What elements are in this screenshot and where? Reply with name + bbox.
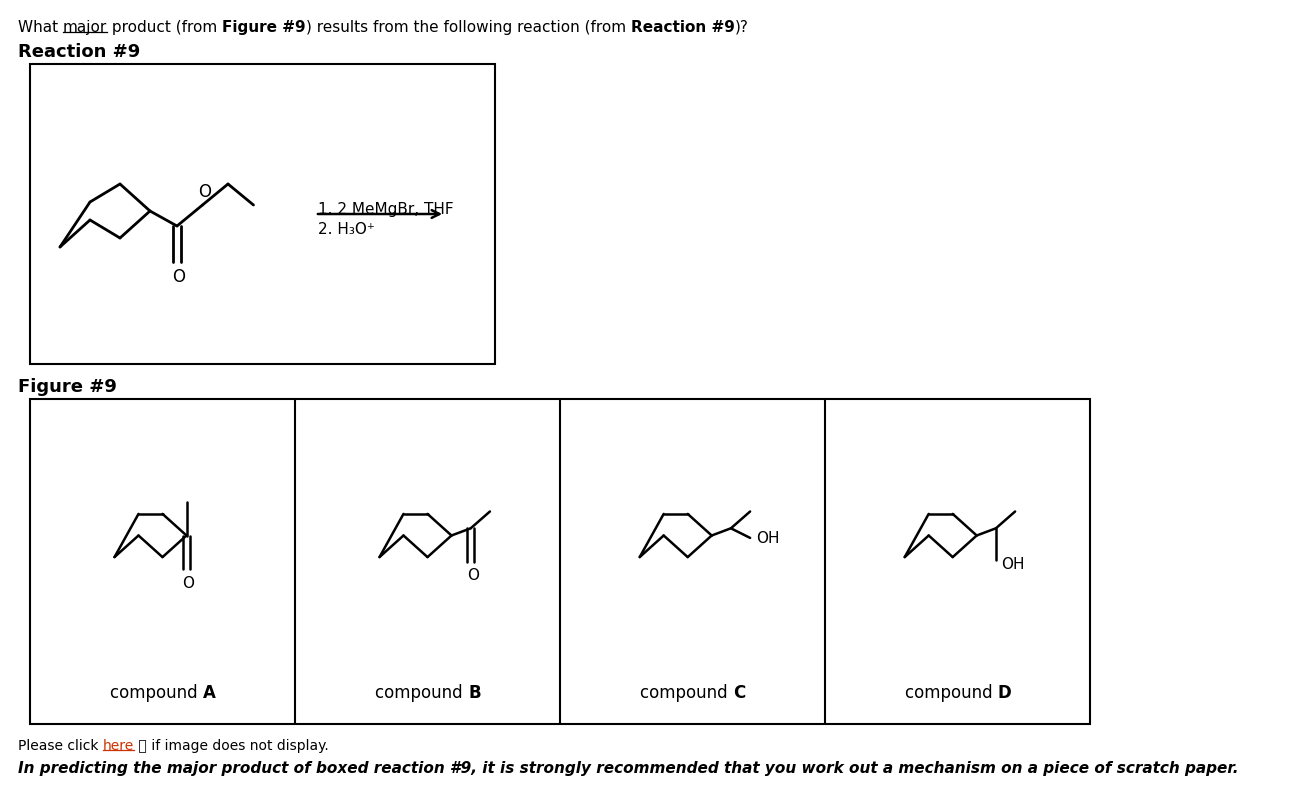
Bar — [30, 400, 1091, 724]
Text: 2. H₃O⁺: 2. H₃O⁺ — [317, 222, 375, 237]
Text: if image does not display.: if image does not display. — [146, 738, 329, 752]
Text: A: A — [204, 683, 215, 701]
Text: C: C — [733, 683, 746, 701]
Text: O: O — [183, 575, 195, 590]
Text: )?: )? — [735, 20, 748, 35]
Text: OH: OH — [1000, 556, 1024, 571]
Text: What: What — [18, 20, 63, 35]
Text: O: O — [466, 568, 479, 583]
Text: O: O — [172, 267, 185, 286]
Text: D: D — [998, 683, 1011, 701]
Text: Reaction #9: Reaction #9 — [18, 43, 140, 61]
Text: compound: compound — [905, 683, 998, 701]
Text: In predicting the major product of boxed reaction #9, it is strongly recommended: In predicting the major product of boxed… — [18, 760, 1238, 775]
Text: compound: compound — [111, 683, 204, 701]
Text: O: O — [199, 183, 212, 201]
Text: 1. 2 MeMgBr, THF: 1. 2 MeMgBr, THF — [317, 202, 453, 217]
Text: major: major — [63, 20, 107, 35]
Text: 📷: 📷 — [135, 738, 146, 752]
Text: B: B — [469, 683, 481, 701]
Text: here: here — [103, 738, 135, 752]
Text: Figure #9: Figure #9 — [18, 377, 116, 396]
Text: Please click: Please click — [18, 738, 103, 752]
Text: ) results from the following reaction (from: ) results from the following reaction (f… — [306, 20, 631, 35]
Text: product (from: product (from — [107, 20, 222, 35]
Text: compound: compound — [375, 683, 469, 701]
Text: Figure #9: Figure #9 — [222, 20, 306, 35]
Bar — [30, 65, 495, 365]
Text: compound: compound — [640, 683, 733, 701]
Text: Reaction #9: Reaction #9 — [631, 20, 735, 35]
Text: OH: OH — [756, 531, 780, 546]
